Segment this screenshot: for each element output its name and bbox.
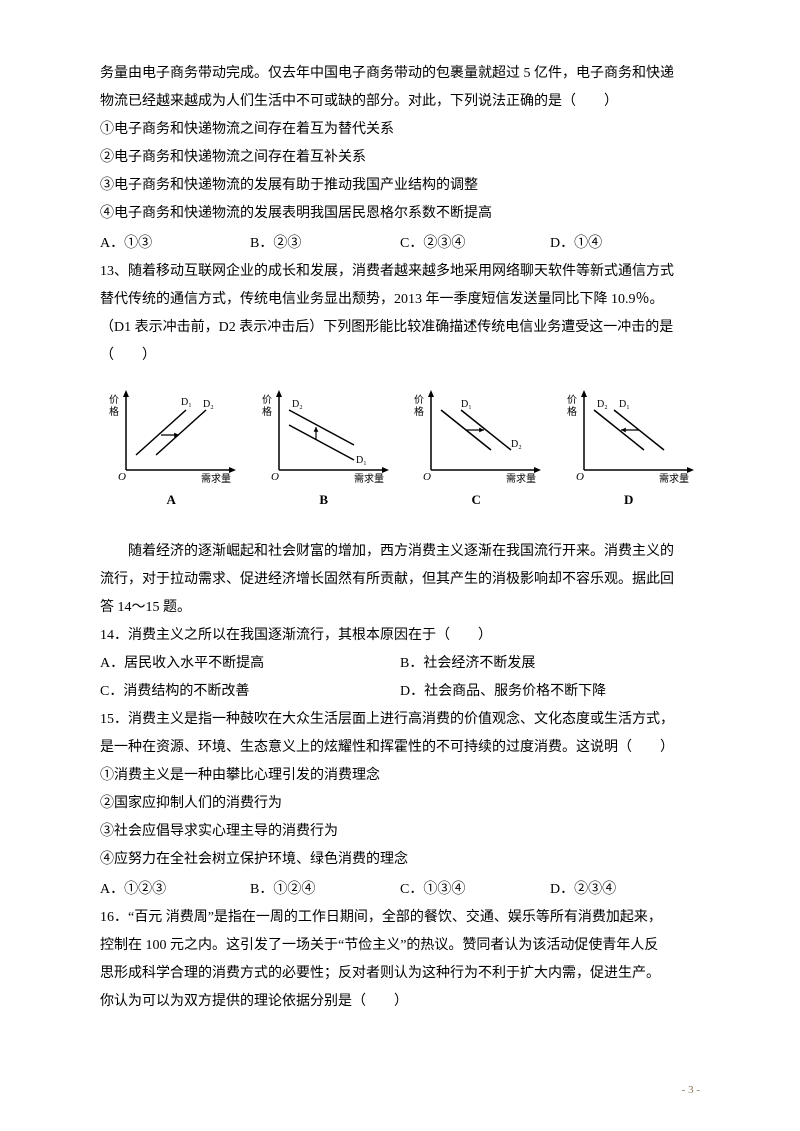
- q15-line2: 是一种在资源、环境、生态意义上的炫耀性和挥霍性的不可持续的过度消费。这说明（ ）: [100, 734, 700, 762]
- chart-D: 价 格 需求量 O D₂ D₁ D: [558, 385, 701, 513]
- svg-text:D₂: D₂: [511, 439, 522, 450]
- chart-B-label: B: [319, 487, 328, 513]
- svg-text:价: 价: [262, 394, 272, 406]
- passage-line2: 流行，对于拉动需求、促进经济增长固然有所贡献，但其产生的消极影响却不容乐观。据此…: [100, 566, 700, 594]
- q12-optC: C．②③④: [400, 230, 550, 258]
- svg-text:价: 价: [567, 394, 577, 406]
- q15-line1: 15．消费主义是指一种鼓吹在大众生活层面上进行高消费的价值观念、文化态度或生活方…: [100, 706, 700, 734]
- svg-text:需求量: 需求量: [354, 473, 384, 485]
- svg-text:D₁: D₁: [461, 399, 472, 410]
- svg-text:格: 格: [109, 405, 119, 418]
- chart-B: 价 格 需求量 O D₂ D₁ B: [253, 385, 396, 513]
- q13-line3: （D1 表示冲击前，D2 表示冲击后）下列图形能比较准确描述传统电信业务遭受这一…: [100, 314, 700, 342]
- svg-text:D₂: D₂: [203, 399, 214, 410]
- q15-stmt1: ①消费主义是一种由攀比心理引发的消费理念: [100, 762, 700, 790]
- passage-line3: 答 14～15 题。: [100, 594, 700, 622]
- svg-text:需求量: 需求量: [659, 473, 689, 485]
- q16-line4: 你认为可以为双方提供的理论依据分别是（ ）: [100, 988, 700, 1016]
- q12-stmt2: ②电子商务和快递物流之间存在着互补关系: [100, 144, 700, 172]
- q15-stmt3: ③社会应倡导求实心理主导的消费行为: [100, 818, 700, 846]
- q14-options-1: A．居民收入水平不断提高 B．社会经济不断发展: [100, 650, 700, 678]
- svg-text:价: 价: [109, 394, 119, 406]
- q14-options-2: C．消费结构的不断改善 D．社会商品、服务价格不断下降: [100, 678, 700, 706]
- q13-line4: （ ）: [100, 342, 700, 370]
- q15-optA: A．①②③: [100, 876, 250, 904]
- q14-optA: A．居民收入水平不断提高: [100, 650, 400, 678]
- svg-text:格: 格: [262, 405, 272, 418]
- q12-stmt1: ①电子商务和快递物流之间存在着互为替代关系: [100, 116, 700, 144]
- q16-line1: 16．“百元 消费周”是指在一周的工作日期间，全部的餐饮、交通、娱乐等所有消费加…: [100, 904, 700, 932]
- q16-line2: 控制在 100 元之内。这引发了一场关于“节俭主义”的热议。赞同者认为该活动促使…: [100, 932, 700, 960]
- q16-line3: 思形成科学合理的消费方式的必要性；反对者则认为这种行为不利于扩大内需，促进生产。: [100, 960, 700, 988]
- q14-optC: C．消费结构的不断改善: [100, 678, 400, 706]
- svg-text:D₂: D₂: [597, 399, 608, 410]
- svg-text:D₁: D₁: [356, 455, 367, 466]
- q15-optC: C．①③④: [400, 876, 550, 904]
- svg-text:O: O: [423, 471, 431, 483]
- svg-text:价: 价: [414, 394, 424, 406]
- svg-text:O: O: [271, 471, 279, 483]
- q12-optA: A．①③: [100, 230, 250, 258]
- svg-text:D₂: D₂: [292, 399, 303, 410]
- q14-stem: 14．消费主义之所以在我国逐渐流行，其根本原因在于（ ）: [100, 622, 700, 650]
- q12-optB: B．②③: [250, 230, 400, 258]
- q15-optB: B．①②④: [250, 876, 400, 904]
- q12-stmt4: ④电子商务和快递物流的发展表明我国居民恩格尔系数不断提高: [100, 200, 700, 228]
- q15-options: A．①②③ B．①②④ C．①③④ D．②③④: [100, 876, 700, 904]
- q12-options: A．①③ B．②③ C．②③④ D．①④: [100, 230, 700, 258]
- svg-text:D₁: D₁: [181, 397, 192, 408]
- charts-container: 价 格 需求量 O D₁ D₂ A 价 格 需求量: [100, 385, 700, 513]
- q15-stmt4: ④应努力在全社会树立保护环境、绿色消费的理念: [100, 846, 700, 874]
- q12-line1: 务量由电子商务带动完成。仅去年中国电子商务带动的包裹量就超过 5 亿件，电子商务…: [100, 60, 700, 88]
- q15-stmt2: ②国家应抑制人们的消费行为: [100, 790, 700, 818]
- svg-text:O: O: [118, 471, 126, 483]
- q14-optB: B．社会经济不断发展: [400, 650, 700, 678]
- chart-D-label: D: [624, 487, 633, 513]
- q15-optD: D．②③④: [550, 876, 700, 904]
- passage-line1: 随着经济的逐渐崛起和社会财富的增加，西方消费主义逐渐在我国流行开来。消费主义的: [100, 538, 700, 566]
- chart-A-label: A: [167, 487, 176, 513]
- svg-text:O: O: [576, 471, 584, 483]
- chart-C: 价 格 需求量 O D₁ D₂ C: [405, 385, 548, 513]
- svg-text:格: 格: [414, 405, 424, 418]
- q12-line2: 物流已经越来越成为人们生活中不可或缺的部分。对此，下列说法正确的是（ ）: [100, 88, 700, 116]
- svg-text:需求量: 需求量: [506, 473, 536, 485]
- page-number: - 3 -: [682, 1079, 700, 1101]
- chart-A: 价 格 需求量 O D₁ D₂ A: [100, 385, 243, 513]
- svg-text:需求量: 需求量: [201, 473, 231, 485]
- q12-stmt3: ③电子商务和快递物流的发展有助于推动我国产业结构的调整: [100, 172, 700, 200]
- q13-line2: 替代传统的通信方式，传统电信业务显出颓势，2013 年一季度短信发送量同比下降 …: [100, 286, 700, 314]
- q13-line1: 13、随着移动互联网企业的成长和发展，消费者越来越多地采用网络聊天软件等新式通信…: [100, 258, 700, 286]
- svg-text:格: 格: [567, 405, 577, 418]
- chart-C-label: C: [472, 487, 481, 513]
- q14-optD: D．社会商品、服务价格不断下降: [400, 678, 700, 706]
- q12-optD: D．①④: [550, 230, 700, 258]
- svg-text:D₁: D₁: [619, 399, 630, 410]
